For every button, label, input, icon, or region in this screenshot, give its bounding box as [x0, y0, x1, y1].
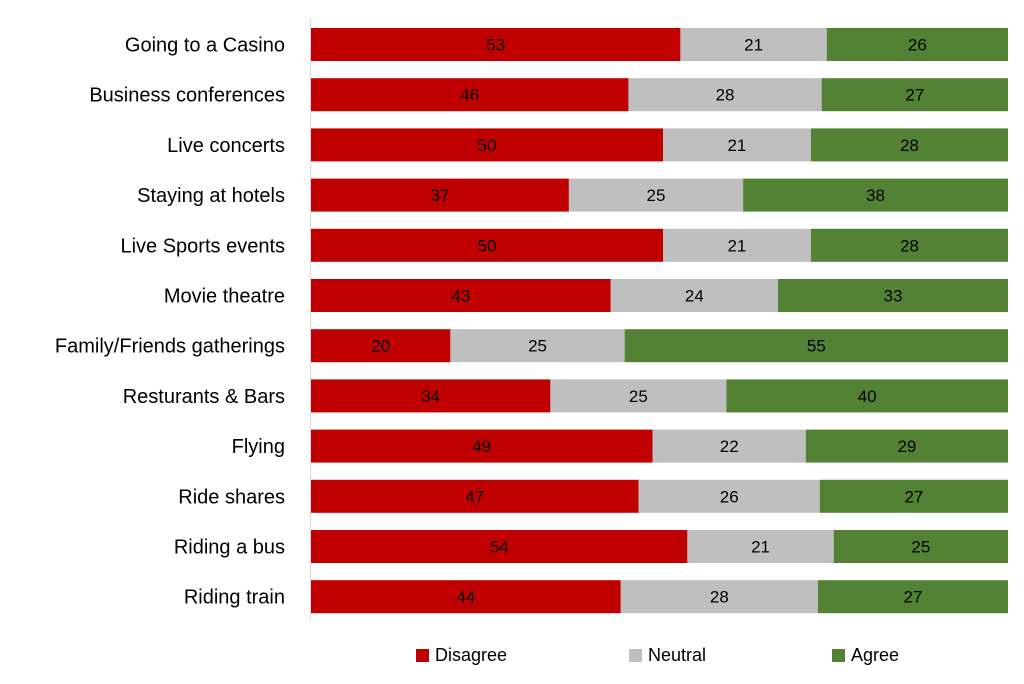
bar-neutral-1 — [628, 78, 822, 112]
data-label-agree-11: 27 — [903, 588, 922, 607]
category-label-6: Family/Friends gatherings — [55, 336, 285, 358]
category-labels-group: Going to a Casino Business conferences Liv… — [55, 35, 285, 609]
bar-neutral-9 — [638, 479, 820, 513]
category-label-4: Live Sports events — [120, 235, 285, 257]
data-label-agree-9: 27 — [904, 487, 923, 506]
bar-agree-6 — [624, 329, 1008, 363]
data-label-neutral-6: 25 — [528, 337, 547, 356]
data-label-disagree-5: 43 — [451, 287, 470, 306]
category-label-10: Riding a bus — [174, 537, 285, 559]
bar-neutral-4 — [663, 228, 811, 262]
bar-agree-8 — [805, 429, 1008, 463]
data-label-neutral-0: 21 — [744, 36, 763, 55]
data-label-neutral-10: 21 — [751, 538, 770, 557]
data-label-disagree-10: 54 — [490, 538, 509, 557]
bar-agree-10 — [833, 530, 1008, 563]
bar-neutral-0 — [680, 28, 827, 61]
data-label-disagree-1: 46 — [460, 86, 479, 105]
data-label-disagree-4: 50 — [478, 236, 497, 255]
bar-disagree-8 — [311, 429, 653, 463]
legend-label-agree: Agree — [851, 645, 900, 665]
bar-disagree-3 — [311, 178, 569, 212]
bar-neutral-3 — [568, 178, 744, 212]
data-label-agree-1: 27 — [905, 86, 924, 105]
data-label-agree-0: 26 — [908, 36, 927, 55]
data-label-agree-8: 29 — [897, 437, 916, 456]
category-label-5: Movie theatre — [164, 286, 285, 308]
data-label-neutral-11: 28 — [710, 588, 729, 607]
category-label-11: Riding train — [184, 587, 285, 609]
bar-disagree-7 — [311, 379, 551, 413]
data-label-agree-6: 55 — [807, 337, 826, 356]
bar-agree-2 — [810, 128, 1008, 162]
bar-disagree-2 — [311, 128, 664, 162]
bar-disagree-9 — [311, 479, 639, 513]
data-label-disagree-11: 44 — [456, 588, 475, 607]
data-label-agree-10: 25 — [911, 538, 930, 557]
bar-neutral-2 — [663, 128, 811, 162]
legend: Disagree Neutral Agree — [0, 645, 1024, 673]
bar-agree-1 — [821, 78, 1008, 112]
data-label-disagree-2: 50 — [478, 136, 497, 155]
data-label-agree-2: 28 — [900, 136, 919, 155]
bar-disagree-5 — [311, 279, 611, 312]
data-label-neutral-7: 25 — [629, 387, 648, 406]
bar-disagree-10 — [311, 530, 688, 563]
category-label-2: Live concerts — [167, 135, 285, 157]
bar-neutral-7 — [550, 379, 727, 413]
data-label-neutral-1: 28 — [716, 86, 735, 105]
bar-neutral-11 — [620, 580, 818, 614]
bar-neutral-6 — [450, 329, 625, 363]
data-label-agree-7: 40 — [858, 387, 877, 406]
data-label-disagree-6: 20 — [371, 337, 390, 356]
bars-group: 53 21 26 46 28 27 50 21 28 37 25 38 50 21 28 43 24 33 20 25… — [311, 28, 1008, 614]
data-label-agree-5: 33 — [884, 287, 903, 306]
bar-agree-3 — [743, 178, 1008, 212]
data-label-disagree-7: 34 — [421, 387, 440, 406]
bar-neutral-8 — [652, 429, 806, 463]
category-label-0: Going to a Casino — [125, 35, 285, 57]
bar-disagree-0 — [311, 28, 681, 61]
bar-disagree-11 — [311, 580, 621, 614]
data-label-disagree-9: 47 — [465, 487, 484, 506]
bar-agree-11 — [817, 580, 1008, 614]
legend-swatch-agree — [832, 649, 845, 662]
legend-label-disagree: Disagree — [435, 645, 508, 665]
bar-neutral-5 — [610, 279, 778, 312]
legend-item-disagree: Disagree — [416, 645, 507, 666]
data-label-disagree-3: 37 — [430, 186, 449, 205]
bar-agree-7 — [726, 379, 1008, 413]
category-label-8: Flying — [232, 436, 285, 458]
bar-neutral-10 — [687, 530, 834, 563]
legend-swatch-neutral — [629, 649, 642, 662]
data-label-neutral-5: 24 — [685, 287, 704, 306]
data-label-neutral-9: 26 — [720, 487, 739, 506]
category-label-3: Staying at hotels — [137, 185, 285, 207]
bar-disagree-4 — [311, 228, 664, 262]
data-label-disagree-0: 53 — [486, 36, 505, 55]
bar-agree-9 — [819, 479, 1008, 513]
category-label-7: Resturants & Bars — [123, 386, 285, 408]
data-label-agree-4: 28 — [900, 236, 919, 255]
bar-agree-5 — [777, 279, 1008, 312]
legend-swatch-disagree — [416, 649, 429, 662]
data-label-neutral-4: 21 — [727, 236, 746, 255]
data-label-neutral-2: 21 — [727, 136, 746, 155]
bar-disagree-1 — [311, 78, 629, 112]
bar-agree-4 — [810, 228, 1008, 262]
bar-disagree-6 — [311, 329, 451, 363]
category-label-9: Ride shares — [178, 486, 285, 508]
legend-item-neutral: Neutral — [629, 645, 706, 666]
data-label-disagree-8: 49 — [472, 437, 491, 456]
legend-item-agree: Agree — [832, 645, 899, 666]
bar-agree-0 — [826, 28, 1008, 61]
category-label-1: Business conferences — [89, 85, 285, 107]
data-label-neutral-3: 25 — [647, 186, 666, 205]
data-label-agree-3: 38 — [866, 186, 885, 205]
data-label-neutral-8: 22 — [720, 437, 739, 456]
legend-label-neutral: Neutral — [648, 645, 707, 665]
stacked-bar-chart: 53 21 26 46 28 27 50 21 28 37 25 38 50 21 28 43 24 33 20 25… — [55, 18, 1008, 620]
